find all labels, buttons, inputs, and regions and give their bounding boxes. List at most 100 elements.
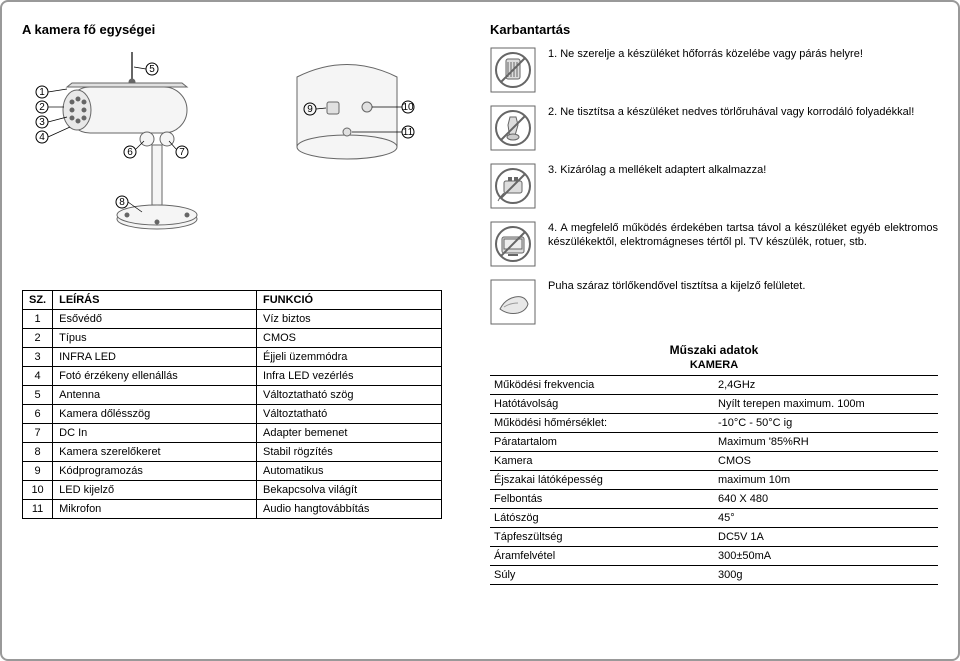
table-row: 7DC InAdapter bemenet xyxy=(23,424,442,443)
spec-name: Kamera xyxy=(490,452,714,471)
table-row: 3INFRA LEDÉjjeli üzemmódra xyxy=(23,348,442,367)
svg-text:11: 11 xyxy=(403,127,414,138)
svg-text:2: 2 xyxy=(39,102,45,113)
parts-cell-num: 2 xyxy=(23,329,53,348)
table-row: 4Fotó érzékeny ellenállásInfra LED vezér… xyxy=(23,367,442,386)
parts-cell-func: Éjjeli üzemmódra xyxy=(257,348,442,367)
parts-cell-num: 11 xyxy=(23,500,53,519)
spec-value: 2,4GHz xyxy=(714,376,938,395)
parts-cell-desc: Esővédő xyxy=(53,310,257,329)
prohibition-icon xyxy=(490,163,536,209)
spec-value: Nyílt terepen maximum. 100m xyxy=(714,395,938,414)
svg-text:3: 3 xyxy=(39,117,45,128)
spec-value: -10°C - 50°C ig xyxy=(714,414,938,433)
prohibition-icon xyxy=(490,221,536,267)
table-row: HatótávolságNyílt terepen maximum. 100m xyxy=(490,395,938,414)
parts-cell-num: 6 xyxy=(23,405,53,424)
maintenance-item: Puha száraz törlőkendővel tisztítsa a ki… xyxy=(490,279,938,325)
spec-value: CMOS xyxy=(714,452,938,471)
table-row: Áramfelvétel300±50mA xyxy=(490,547,938,566)
table-row: 8Kamera szerelőkeretStabil rögzítés xyxy=(23,443,442,462)
parts-header-num: SZ. xyxy=(23,291,53,310)
parts-cell-desc: Kódprogramozás xyxy=(53,462,257,481)
specs-table: Működési frekvencia2,4GHzHatótávolságNyí… xyxy=(490,375,938,585)
parts-cell-func: Audio hangtovábbítás xyxy=(257,500,442,519)
maintenance-item: 1. Ne szerelje a készüléket hőforrás köz… xyxy=(490,47,938,93)
table-row: TápfeszültségDC5V 1A xyxy=(490,528,938,547)
table-row: Látószög45° xyxy=(490,509,938,528)
maintenance-item: 4. A megfelelő működés érdekében tartsa … xyxy=(490,221,938,267)
parts-cell-func: CMOS xyxy=(257,329,442,348)
parts-cell-func: Víz biztos xyxy=(257,310,442,329)
table-row: KameraCMOS xyxy=(490,452,938,471)
svg-text:4: 4 xyxy=(39,132,45,143)
table-row: Felbontás640 X 480 xyxy=(490,490,938,509)
svg-text:10: 10 xyxy=(402,102,414,113)
table-row: 1EsővédőVíz biztos xyxy=(23,310,442,329)
svg-text:1: 1 xyxy=(39,87,45,98)
svg-text:9: 9 xyxy=(307,104,313,115)
svg-text:7: 7 xyxy=(179,147,185,158)
table-row: PáratartalomMaximum '85%RH xyxy=(490,433,938,452)
spec-value: maximum 10m xyxy=(714,471,938,490)
parts-header-func: FUNKCIÓ xyxy=(257,291,442,310)
parts-cell-func: Automatikus xyxy=(257,462,442,481)
parts-table: SZ. LEÍRÁS FUNKCIÓ 1EsővédőVíz biztos2Tí… xyxy=(22,290,442,519)
prohibition-icon xyxy=(490,47,536,93)
left-title: A kamera fő egységei xyxy=(22,22,470,37)
spec-value: 300g xyxy=(714,566,938,585)
maintenance-item: 2. Ne tisztítsa a készüléket nedves törl… xyxy=(490,105,938,151)
parts-cell-desc: LED kijelző xyxy=(53,481,257,500)
svg-text:5: 5 xyxy=(149,64,155,75)
svg-text:6: 6 xyxy=(127,147,133,158)
spec-name: Látószög xyxy=(490,509,714,528)
table-row: Működési frekvencia2,4GHz xyxy=(490,376,938,395)
spec-name: Tápfeszültség xyxy=(490,528,714,547)
spec-name: Hatótávolság xyxy=(490,395,714,414)
maintenance-text: 3. Kizárólag a mellékelt adaptert alkalm… xyxy=(548,163,938,177)
parts-header-desc: LEÍRÁS xyxy=(53,291,257,310)
parts-cell-desc: Típus xyxy=(53,329,257,348)
table-row: 11MikrofonAudio hangtovábbítás xyxy=(23,500,442,519)
parts-cell-num: 8 xyxy=(23,443,53,462)
table-row: 9KódprogramozásAutomatikus xyxy=(23,462,442,481)
parts-cell-func: Bekapcsolva világít xyxy=(257,481,442,500)
parts-cell-num: 4 xyxy=(23,367,53,386)
prohibition-icon xyxy=(490,105,536,151)
table-row: Súly300g xyxy=(490,566,938,585)
table-row: 6Kamera dőlésszögVáltoztatható xyxy=(23,405,442,424)
table-row: Működési hőmérséklet:-10°C - 50°C ig xyxy=(490,414,938,433)
spec-name: Súly xyxy=(490,566,714,585)
spec-name: Páratartalom xyxy=(490,433,714,452)
table-row: 10LED kijelzőBekapcsolva világít xyxy=(23,481,442,500)
parts-cell-desc: Fotó érzékeny ellenállás xyxy=(53,367,257,386)
parts-cell-desc: DC In xyxy=(53,424,257,443)
parts-cell-num: 9 xyxy=(23,462,53,481)
spec-value: 45° xyxy=(714,509,938,528)
camera-diagram: 1 2 3 4 5 6 7 8 xyxy=(22,47,470,270)
spec-name: Felbontás xyxy=(490,490,714,509)
table-row: 2TípusCMOS xyxy=(23,329,442,348)
svg-text:8: 8 xyxy=(119,197,125,208)
parts-cell-func: Változtatható szög xyxy=(257,386,442,405)
spec-value: Maximum '85%RH xyxy=(714,433,938,452)
parts-cell-desc: Kamera szerelőkeret xyxy=(53,443,257,462)
parts-cell-num: 5 xyxy=(23,386,53,405)
specs-subtitle: KAMERA xyxy=(490,359,938,371)
parts-cell-desc: Kamera dőlésszög xyxy=(53,405,257,424)
table-row: 5AntennaVáltoztatható szög xyxy=(23,386,442,405)
parts-cell-func: Változtatható xyxy=(257,405,442,424)
spec-name: Működési frekvencia xyxy=(490,376,714,395)
parts-cell-desc: INFRA LED xyxy=(53,348,257,367)
parts-cell-desc: Antenna xyxy=(53,386,257,405)
table-row: Éjszakai látóképességmaximum 10m xyxy=(490,471,938,490)
cloth-icon xyxy=(490,279,536,325)
parts-cell-num: 1 xyxy=(23,310,53,329)
specs-title: Műszaki adatok xyxy=(490,343,938,357)
spec-name: Működési hőmérséklet: xyxy=(490,414,714,433)
maintenance-item: 3. Kizárólag a mellékelt adaptert alkalm… xyxy=(490,163,938,209)
parts-cell-num: 3 xyxy=(23,348,53,367)
spec-name: Áramfelvétel xyxy=(490,547,714,566)
spec-value: DC5V 1A xyxy=(714,528,938,547)
parts-cell-func: Infra LED vezérlés xyxy=(257,367,442,386)
